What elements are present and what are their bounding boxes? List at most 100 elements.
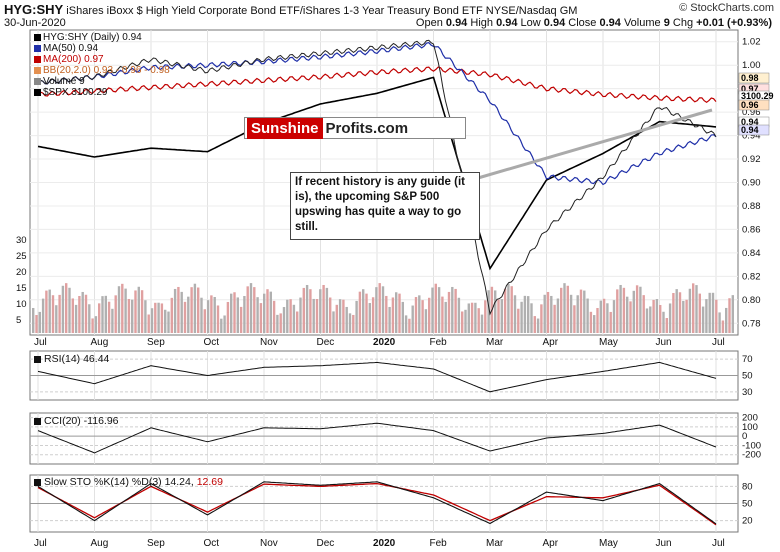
volume-bar: [408, 318, 411, 333]
chg-label: Chg: [672, 17, 694, 29]
volume-bar: [457, 297, 461, 333]
volume-bar: [701, 306, 705, 333]
x-tick-label-bottom: Feb: [430, 538, 448, 549]
rsi-tick-label: 30: [742, 387, 753, 398]
volume-bar: [98, 303, 101, 333]
volume-bar: [464, 309, 467, 333]
volume-bar: [602, 298, 606, 333]
volume-bar: [629, 301, 632, 333]
volume-bar: [728, 298, 731, 333]
volume-bar: [444, 301, 447, 333]
legend-swatch: [34, 88, 41, 96]
volume-bar: [731, 295, 734, 333]
volume-bar: [378, 283, 381, 333]
sunshine-profits-logo: Sunshine Profits.com: [244, 117, 466, 139]
price-badge-label: 0.94: [741, 117, 759, 127]
legend-swatch: [34, 55, 41, 63]
x-tick-label-bottom: Aug: [91, 538, 109, 549]
volume-bar: [583, 290, 586, 333]
volume-bar: [35, 315, 38, 333]
chart-date: 30-Jun-2020: [4, 17, 66, 29]
y-tick-label: 1.02: [742, 37, 761, 48]
legend-swatch: [34, 77, 41, 85]
volume-bar: [586, 298, 589, 333]
volume-bar: [609, 311, 612, 333]
volume-bar: [484, 300, 487, 333]
volume-bar: [140, 290, 144, 333]
volume-bar: [71, 298, 74, 333]
x-tick-label-top: Jun: [656, 337, 672, 348]
price-badge: [738, 124, 770, 136]
legend-item-ma200: MA(200) 0.97: [34, 54, 170, 65]
volume-bar: [332, 311, 335, 333]
volume-bar: [395, 292, 398, 333]
volume-bar: [711, 292, 715, 333]
volume-bar: [668, 303, 672, 333]
x-tick-label-bottom: Nov: [260, 538, 278, 549]
volume-bar: [154, 302, 157, 333]
y-tick-label: 1.00: [742, 60, 761, 71]
volume-bar: [546, 291, 550, 333]
legend-item-bb: BB(20,2.0) 0.93 - 0.96 - 0.98: [34, 65, 170, 76]
volume-bar: [111, 308, 114, 333]
volume-bar: [206, 300, 210, 333]
high-label: High: [470, 17, 493, 29]
open-value: 0.94: [445, 17, 468, 29]
volume-bar: [230, 293, 233, 333]
volume-bar: [411, 305, 414, 333]
volume-bar: [675, 289, 678, 333]
price-badge-label: 0.94: [741, 125, 759, 135]
volume-bar: [421, 300, 424, 333]
volume-bar: [645, 308, 649, 333]
exchange-label: NYSE/Nasdaq GM: [485, 5, 578, 17]
y-tick-label: 0.80: [742, 295, 761, 306]
x-tick-label-bottom: Mar: [486, 538, 504, 549]
volume-bar: [114, 295, 117, 333]
rsi-tick-label: 50: [742, 371, 753, 382]
volume-bar: [688, 288, 692, 333]
volume-bar: [606, 303, 609, 333]
x-tick-label-top: Jul: [712, 337, 725, 348]
legend-item-price: HYG:SHY (Daily) 0.94: [34, 32, 170, 43]
volume-bar: [220, 318, 223, 333]
volume-bar: [487, 290, 490, 333]
volume-bar: [173, 288, 177, 333]
volume-bar: [266, 289, 269, 333]
volume-bar: [338, 299, 342, 333]
volume-bar: [88, 304, 91, 333]
volume-bar: [424, 309, 428, 333]
volume-bar: [579, 289, 583, 333]
volume-bar: [556, 298, 560, 333]
legend-item-volume: Volume 9: [34, 76, 170, 87]
cci-tick-label: -200: [742, 450, 761, 461]
volume-bar: [540, 304, 543, 333]
legend: HYG:SHY (Daily) 0.94 MA(50) 0.94 MA(200)…: [34, 32, 170, 98]
x-tick-label-top: Feb: [430, 337, 448, 348]
volume-bar: [718, 312, 721, 333]
ohlc-readout: Open 0.94 High 0.94 Low 0.94 Close 0.94 …: [416, 17, 772, 29]
legend-swatch: [34, 33, 41, 41]
volume-bar: [527, 296, 530, 333]
x-tick-label-top: Jul: [34, 337, 47, 348]
volume-bar: [150, 308, 154, 333]
legend-swatch: [34, 44, 41, 52]
volume-bar: [91, 318, 94, 333]
volume-bar: [672, 293, 675, 333]
volume-bar: [167, 311, 170, 333]
volume-bar: [187, 296, 190, 333]
volume-bar: [312, 298, 315, 333]
volume-bar: [431, 287, 434, 333]
volume-tick-label: 30: [16, 235, 27, 246]
volume-bar: [635, 285, 639, 333]
y-tick-label: 0.96: [742, 107, 761, 118]
volume-bar: [200, 297, 203, 333]
ma200-line: [37, 66, 717, 104]
annotation-callout: If recent history is any guide (it is), …: [290, 172, 480, 240]
volume-bar: [325, 287, 329, 333]
legend-item-ma50: MA(50) 0.94: [34, 43, 170, 54]
low-label: Low: [520, 17, 541, 29]
cci-label: CCI(20) -116.96: [34, 415, 119, 427]
volume-bar: [243, 296, 246, 333]
volume-bar: [391, 297, 395, 333]
volume-bar: [652, 299, 655, 333]
